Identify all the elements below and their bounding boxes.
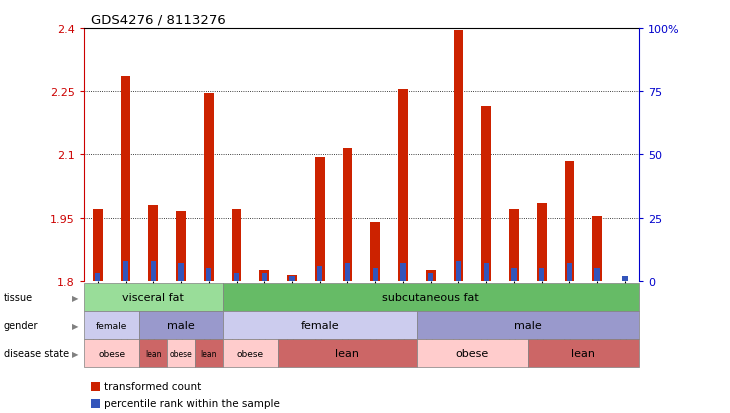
Bar [453, 31, 464, 281]
Bar [259, 271, 269, 281]
Text: male: male [514, 320, 542, 330]
Bar [370, 222, 380, 281]
Bar [345, 263, 350, 281]
Bar [315, 157, 325, 281]
Bar [206, 268, 212, 281]
Bar [261, 274, 267, 281]
Text: subcutaneous fat: subcutaneous fat [383, 292, 479, 302]
Bar [592, 216, 602, 281]
Bar [231, 210, 242, 281]
Bar [95, 274, 101, 281]
Text: tissue: tissue [4, 292, 33, 302]
Bar [372, 268, 378, 281]
Text: obese: obese [456, 349, 489, 358]
Text: obese: obese [169, 349, 193, 358]
Bar [289, 276, 295, 281]
Bar [400, 263, 406, 281]
Bar [398, 90, 408, 281]
Text: disease state: disease state [4, 349, 69, 358]
Bar [566, 263, 572, 281]
Bar [176, 212, 186, 281]
Text: GDS4276 / 8113276: GDS4276 / 8113276 [91, 14, 226, 27]
Bar [123, 261, 128, 281]
Text: transformed count: transformed count [104, 381, 201, 391]
Text: lean: lean [572, 349, 595, 358]
Text: visceral fat: visceral fat [123, 292, 184, 302]
Bar [622, 276, 628, 281]
Text: ▶: ▶ [72, 349, 78, 358]
Bar [150, 261, 156, 281]
Bar [594, 268, 600, 281]
Bar [148, 206, 158, 281]
Bar [204, 94, 214, 281]
Text: ▶: ▶ [72, 293, 78, 302]
Bar [539, 268, 545, 281]
Text: obese: obese [237, 349, 264, 358]
Bar [456, 261, 461, 281]
Bar [511, 268, 517, 281]
Text: ▶: ▶ [72, 321, 78, 330]
Text: percentile rank within the sample: percentile rank within the sample [104, 399, 280, 408]
Bar [537, 204, 547, 281]
Bar [287, 275, 297, 281]
Text: lean: lean [201, 349, 217, 358]
Bar [564, 161, 575, 281]
Text: gender: gender [4, 320, 38, 330]
Text: lean: lean [145, 349, 161, 358]
Bar [93, 210, 103, 281]
Bar [481, 107, 491, 281]
Bar [509, 210, 519, 281]
Bar [178, 263, 184, 281]
Bar [342, 149, 353, 281]
Text: obese: obese [98, 349, 126, 358]
Bar [483, 263, 489, 281]
Bar [428, 274, 434, 281]
Bar [317, 266, 323, 281]
Text: lean: lean [336, 349, 359, 358]
Text: female: female [96, 321, 127, 330]
Bar [426, 271, 436, 281]
Bar [120, 77, 131, 281]
Text: male: male [167, 320, 195, 330]
Bar [234, 274, 239, 281]
Text: female: female [301, 320, 339, 330]
